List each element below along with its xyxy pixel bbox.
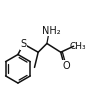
Text: CH₃: CH₃ <box>69 42 86 51</box>
Text: O: O <box>62 61 70 71</box>
Text: NH₂: NH₂ <box>42 26 61 36</box>
Text: S: S <box>20 39 26 49</box>
